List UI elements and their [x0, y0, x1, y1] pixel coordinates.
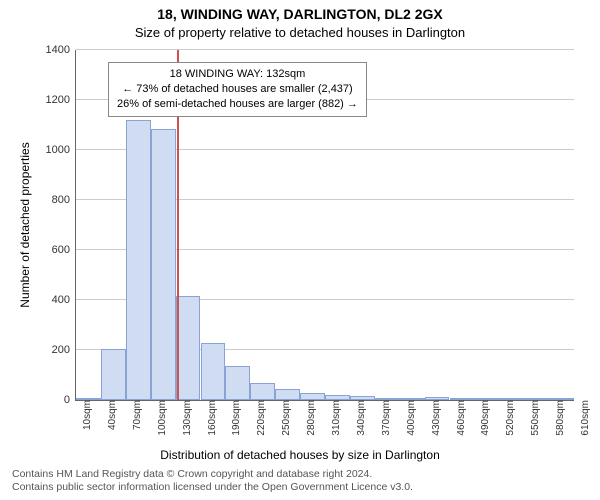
page-subtitle: Size of property relative to detached ho…: [0, 25, 600, 40]
histogram-bar: [499, 398, 524, 400]
histogram-bar: [225, 366, 250, 401]
credit-line-2: Contains public sector information licen…: [12, 481, 413, 494]
x-tick-label: 40sqm: [101, 400, 118, 430]
x-tick-label: 70sqm: [126, 400, 143, 430]
x-axis-label: Distribution of detached houses by size …: [0, 448, 600, 462]
credits: Contains HM Land Registry data © Crown c…: [12, 468, 413, 494]
credit-line-1: Contains HM Land Registry data © Crown c…: [12, 468, 413, 481]
histogram-bar: [549, 398, 574, 400]
x-tick-label: 10sqm: [76, 400, 93, 430]
page-title: 18, WINDING WAY, DARLINGTON, DL2 2GX: [0, 6, 600, 22]
x-tick-label: 550sqm: [524, 400, 541, 436]
histogram-bar: [375, 398, 400, 401]
histogram-bar: [76, 398, 101, 400]
annotation-line-1: 18 WINDING WAY: 132sqm: [117, 67, 358, 82]
annotation-box: 18 WINDING WAY: 132sqm ← 73% of detached…: [108, 62, 367, 117]
histogram-bar: [101, 349, 126, 400]
histogram-bar: [524, 398, 549, 400]
histogram-bar: [300, 393, 325, 401]
gridline: [76, 49, 574, 50]
x-tick-label: 340sqm: [350, 400, 367, 436]
x-tick-label: 430sqm: [425, 400, 442, 436]
x-tick-label: 190sqm: [225, 400, 242, 436]
histogram-bar: [450, 398, 475, 400]
x-tick-label: 520sqm: [499, 400, 516, 436]
y-tick-label: 200: [52, 344, 76, 356]
histogram-bar: [275, 389, 300, 400]
annotation-line-3: 26% of semi-detached houses are larger (…: [117, 97, 358, 112]
y-tick-label: 1200: [46, 94, 76, 106]
x-tick-label: 250sqm: [275, 400, 292, 436]
histogram-bar: [400, 398, 425, 400]
x-tick-label: 370sqm: [375, 400, 392, 436]
histogram-bar: [425, 397, 450, 401]
y-tick-label: 1400: [46, 44, 76, 56]
histogram-bar: [151, 129, 176, 400]
histogram-bar: [325, 395, 350, 401]
x-tick-label: 580sqm: [549, 400, 566, 436]
x-tick-label: 220sqm: [250, 400, 267, 436]
histogram-bar: [201, 343, 226, 400]
x-tick-label: 460sqm: [450, 400, 467, 436]
x-tick-label: 400sqm: [400, 400, 417, 436]
y-tick-label: 1000: [46, 144, 76, 156]
histogram-bar: [176, 296, 201, 400]
y-tick-label: 600: [52, 244, 76, 256]
histogram-bar: [126, 120, 151, 400]
x-tick-label: 280sqm: [300, 400, 317, 436]
x-tick-label: 100sqm: [151, 400, 168, 436]
x-tick-label: 160sqm: [201, 400, 218, 436]
y-tick-label: 800: [52, 194, 76, 206]
x-tick-label: 610sqm: [574, 400, 591, 436]
x-tick-label: 490sqm: [474, 400, 491, 436]
x-tick-label: 130sqm: [176, 400, 193, 436]
x-tick-label: 310sqm: [325, 400, 342, 436]
annotation-line-2: ← 73% of detached houses are smaller (2,…: [117, 82, 358, 97]
histogram-bar: [350, 396, 375, 400]
y-tick-label: 0: [64, 394, 76, 406]
histogram-bar: [250, 383, 275, 401]
y-tick-label: 400: [52, 294, 76, 306]
y-axis-label: Number of detached properties: [18, 50, 32, 400]
histogram-bar: [474, 398, 499, 400]
